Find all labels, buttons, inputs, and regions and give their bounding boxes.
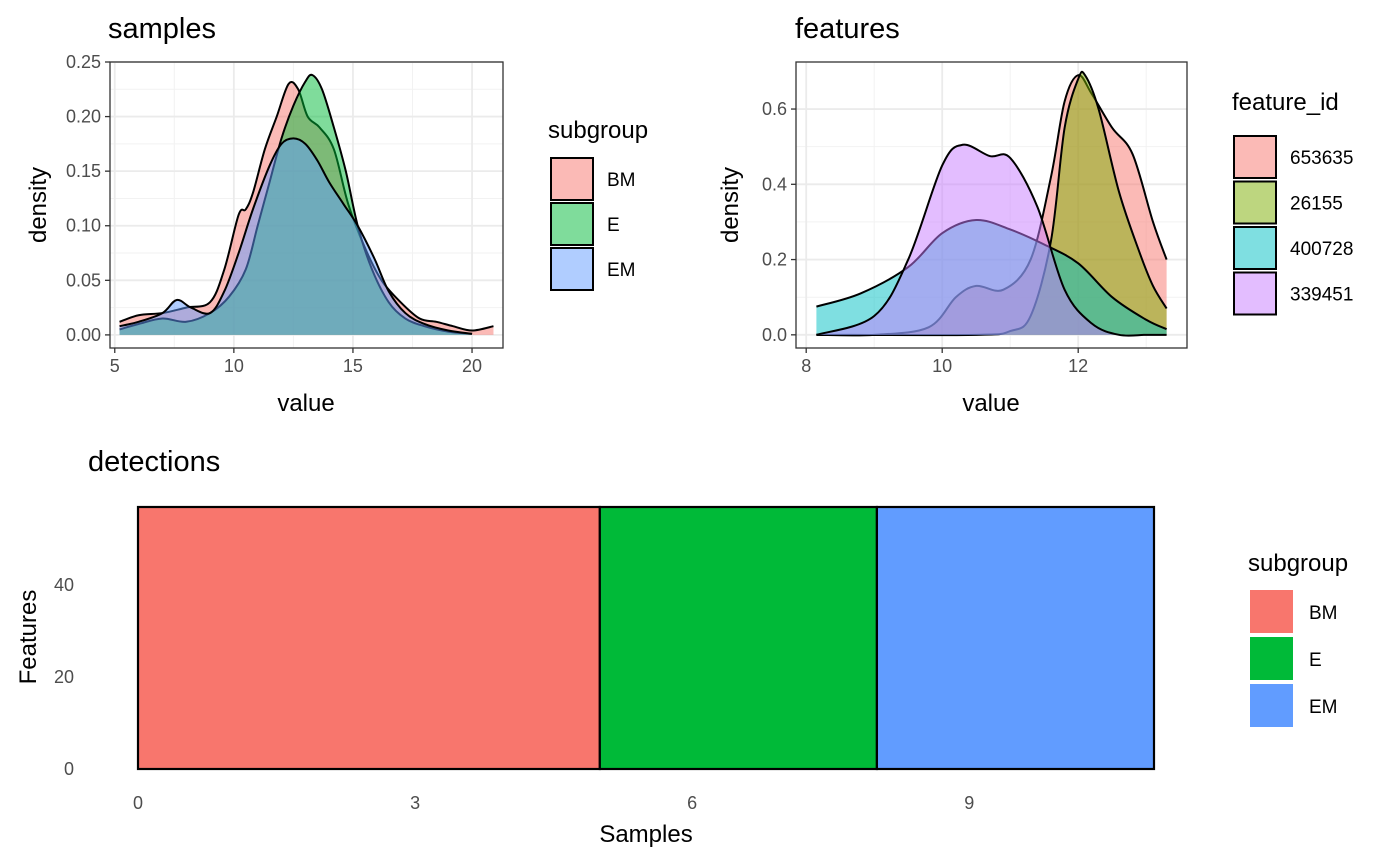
samples-density-areas <box>119 73 494 335</box>
detections-legend-label: E <box>1309 650 1322 671</box>
samples-y-tick-label: 0.25 <box>66 52 101 72</box>
detections-legend-key-EM <box>1250 684 1293 727</box>
features-legend: feature_id 653635 26155 400728 339451 <box>1232 89 1353 316</box>
detections-y-axis-title: Features <box>15 590 42 685</box>
detections-x-tick-label: 0 <box>133 793 143 813</box>
samples-x-tick-label: 15 <box>343 356 363 376</box>
features-panel-border <box>795 61 1188 349</box>
samples-legend-label: E <box>607 215 620 236</box>
features-x-tick-label: 10 <box>932 356 952 376</box>
samples-legend-label: BM <box>607 170 636 191</box>
samples-panel: samples 5 10 15 200.000.050.100.150.200.25 … <box>25 13 648 417</box>
features-y-tick-label: 0.6 <box>762 99 787 119</box>
features-y-tick-label: 0.0 <box>762 325 787 345</box>
features-legend-key-400728 <box>1233 226 1277 270</box>
detections-y-tick-label: 0 <box>64 759 74 779</box>
features-legend-key-653635 <box>1233 135 1277 179</box>
detections-legend-key-E <box>1250 637 1293 680</box>
samples-y-tick-label: 0.05 <box>66 270 101 290</box>
features-legend-label: 653635 <box>1290 148 1353 169</box>
samples-legend-key-E <box>550 202 594 246</box>
features-legend-key-26155 <box>1233 180 1277 225</box>
samples-legend-label: EM <box>607 260 636 281</box>
features-legend-key-339451 <box>1233 271 1277 316</box>
features-density-areas <box>816 70 1168 337</box>
detections-y-tick-label: 40 <box>54 575 74 595</box>
detections-legend-title: subgroup <box>1248 550 1348 577</box>
samples-y-tick-label: 0.00 <box>66 325 101 345</box>
samples-y-tick-label: 0.10 <box>66 216 101 236</box>
features-ticks: 8 10 12 0.0 0.2 0.4 0.6 <box>762 99 1088 376</box>
features-legend-label: 26155 <box>1290 194 1343 215</box>
samples-x-tick-label: 10 <box>224 356 244 376</box>
samples-legend-title: subgroup <box>548 117 648 144</box>
features-legend-title: feature_id <box>1232 89 1339 116</box>
features-legend-label: 339451 <box>1290 285 1353 306</box>
detections-legend-label: BM <box>1309 603 1338 624</box>
samples-legend-key-BM <box>550 157 594 201</box>
detections-ticks: 0 3 6 9 0 20 40 <box>54 575 974 813</box>
detections-bar-EM <box>875 505 1156 771</box>
detections-x-axis-title: Samples <box>599 821 692 848</box>
samples-legend-key-EM <box>550 247 594 291</box>
samples-x-tick-label: 20 <box>462 356 482 376</box>
samples-title: samples <box>108 13 216 45</box>
samples-y-tick-label: 0.15 <box>66 161 101 181</box>
samples-line-BM <box>119 81 494 332</box>
features-panel: features 8 10 12 0.0 0.2 0.4 0.6 value density… <box>717 13 1353 417</box>
samples-x-axis-title: value <box>277 390 334 417</box>
detections-x-tick-label: 6 <box>687 793 697 813</box>
features-y-tick-label: 0.2 <box>762 250 787 270</box>
detections-title: detections <box>88 446 220 478</box>
features-title: features <box>795 13 900 45</box>
features-legend-label: 400728 <box>1290 239 1353 260</box>
samples-x-tick-label: 5 <box>110 356 120 376</box>
detections-y-tick-label: 20 <box>54 667 74 687</box>
samples-area-EM <box>119 138 473 335</box>
samples-legend: subgroup BM E EM <box>548 117 648 291</box>
detections-bars <box>136 505 1156 771</box>
features-y-axis-title: density <box>717 167 744 243</box>
samples-y-tick-label: 0.20 <box>66 107 101 127</box>
features-x-tick-label: 8 <box>801 356 811 376</box>
detections-x-tick-label: 3 <box>410 793 420 813</box>
detections-bar-BM <box>136 505 601 771</box>
samples-ticks: 5 10 15 20 0.00 0.05 0.10 0.15 0.20 0.25 <box>66 52 482 376</box>
detections-bar-E <box>598 505 879 771</box>
detections-legend-label: EM <box>1309 697 1338 718</box>
detections-legend-key-BM <box>1250 590 1293 633</box>
features-area-339451 <box>816 144 1167 336</box>
samples-panel-border <box>109 61 504 349</box>
features-x-axis-title: value <box>962 390 1019 417</box>
samples-line-EM <box>119 137 473 335</box>
samples-y-axis-title: density <box>25 167 52 243</box>
features-y-tick-label: 0.4 <box>762 174 787 194</box>
detections-panel: detections 0 3 6 9 0 20 40 Samples Features su… <box>15 446 1348 848</box>
detections-x-tick-label: 9 <box>964 793 974 813</box>
detections-legend: subgroup BM E EM <box>1248 550 1348 727</box>
features-line-339451 <box>816 143 1167 337</box>
features-x-tick-label: 12 <box>1068 356 1088 376</box>
